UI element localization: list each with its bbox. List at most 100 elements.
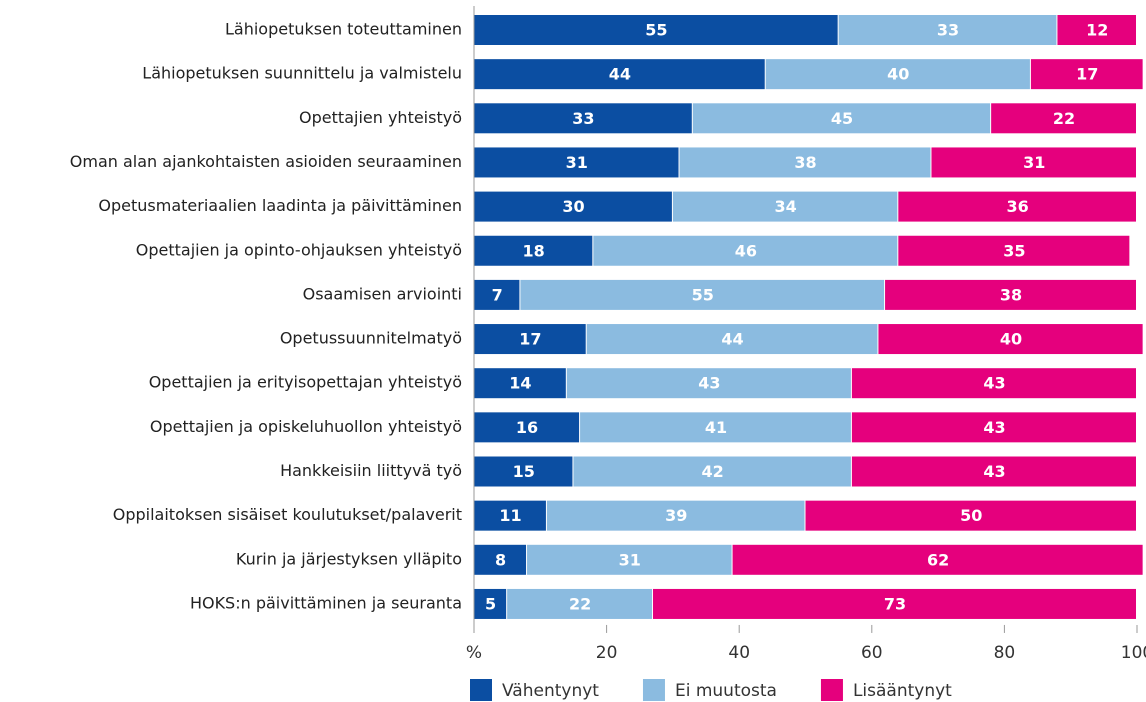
- bar-segment: [898, 235, 1130, 266]
- category-label: Opettajien ja opiskeluhuollon yhteistyö: [150, 417, 462, 436]
- bar-segment: [593, 235, 898, 266]
- category-label: Opetussuunnitelmatyö: [280, 329, 462, 348]
- value-label: 36: [1007, 197, 1029, 216]
- bar-segment: [474, 456, 573, 487]
- category-label: Opettajien ja erityisopettajan yhteistyö: [149, 373, 462, 392]
- bar-segment: [520, 279, 885, 310]
- bar-segment: [765, 59, 1030, 90]
- value-label: 22: [569, 594, 591, 613]
- x-tick-label: 40: [728, 643, 750, 663]
- value-label: 22: [1053, 109, 1075, 128]
- value-label: 33: [572, 109, 594, 128]
- bar-segment: [474, 147, 679, 178]
- legend-swatch: [470, 679, 492, 701]
- bar-segment: [474, 544, 527, 575]
- value-label: 12: [1086, 21, 1108, 40]
- value-label: 34: [774, 197, 796, 216]
- bar-segment: [805, 500, 1136, 531]
- value-label: 18: [523, 241, 545, 260]
- category-label: Opettajien ja opinto-ohjauksen yhteistyö: [136, 240, 462, 259]
- value-label: 31: [566, 153, 588, 172]
- category-label: HOKS:n päivittäminen ja seuranta: [190, 593, 462, 612]
- value-label: 16: [516, 418, 538, 437]
- x-tick-label: 100: [1121, 643, 1146, 663]
- bar-segment: [838, 15, 1057, 45]
- value-label: 39: [665, 506, 687, 525]
- category-label: Hankkeisiin liittyvä työ: [280, 461, 462, 480]
- bar-segment: [474, 235, 593, 266]
- bar-segment: [931, 147, 1136, 178]
- bar-segment: [1057, 15, 1136, 45]
- x-tick-label: 60: [861, 643, 883, 663]
- legend-label: Ei muutosta: [675, 681, 777, 701]
- value-label: 14: [509, 374, 531, 393]
- bar-segment: [474, 15, 838, 45]
- bar-segment: [546, 500, 805, 531]
- value-label: 44: [609, 65, 631, 84]
- value-label: 31: [619, 550, 641, 569]
- bar-segment: [732, 544, 1143, 575]
- category-label: Opetusmateriaalien laadinta ja päivittäm…: [98, 196, 462, 215]
- value-label: 38: [1000, 285, 1022, 304]
- value-label: 33: [937, 21, 959, 40]
- value-label: 30: [562, 197, 584, 216]
- bar-segment: [474, 368, 566, 399]
- category-label: Osaamisen arviointi: [303, 284, 462, 303]
- bar-segment: [851, 456, 1136, 487]
- value-label: 43: [983, 418, 1005, 437]
- legend-label: Lisääntynyt: [853, 681, 952, 701]
- value-label: 35: [1003, 241, 1025, 260]
- bar-segment: [580, 412, 851, 443]
- category-label: Lähiopetuksen toteuttaminen: [225, 20, 462, 39]
- value-label: 11: [499, 506, 521, 525]
- value-label: 17: [1076, 65, 1098, 84]
- legend-swatch: [820, 679, 843, 701]
- value-label: 40: [1000, 330, 1022, 349]
- x-tick-label: 80: [994, 643, 1016, 663]
- bar-segment: [991, 103, 1136, 134]
- x-tick-label: %: [466, 643, 482, 663]
- value-label: 43: [983, 462, 1005, 481]
- value-label: 73: [884, 594, 906, 613]
- value-label: 43: [698, 374, 720, 393]
- value-label: 50: [960, 506, 982, 525]
- value-label: 44: [721, 330, 743, 349]
- value-label: 38: [794, 153, 816, 172]
- value-label: 17: [519, 330, 541, 349]
- bar-segment: [573, 456, 851, 487]
- bar-segment: [1030, 59, 1143, 90]
- bar-segment: [653, 588, 1136, 619]
- legend-swatch: [642, 679, 665, 701]
- bar-segment: [679, 147, 931, 178]
- bar-segment: [898, 191, 1136, 222]
- value-label: 5: [485, 594, 496, 613]
- bar-segment: [878, 324, 1143, 355]
- category-label: Kurin ja järjestyksen ylläpito: [236, 549, 462, 568]
- bar-segment: [885, 279, 1136, 310]
- bar-segment: [474, 412, 580, 443]
- bar-segment: [474, 279, 520, 310]
- bar-segment: [474, 324, 586, 355]
- bar-segment: [474, 59, 765, 90]
- value-label: 40: [887, 65, 909, 84]
- bar-segment: [474, 191, 672, 222]
- category-label: Oppilaitoksen sisäiset koulutukset/palav…: [113, 505, 462, 524]
- value-label: 62: [927, 550, 949, 569]
- bar-segment: [474, 103, 692, 134]
- bar-segment: [566, 368, 851, 399]
- bar-segment: [692, 103, 991, 134]
- value-label: 55: [645, 21, 667, 40]
- value-label: 7: [492, 285, 503, 304]
- category-label: Opettajien yhteistyö: [299, 108, 462, 127]
- bar-segment: [527, 544, 732, 575]
- bar-segment: [474, 588, 507, 619]
- value-label: 43: [983, 374, 1005, 393]
- bar-segment: [474, 500, 546, 531]
- value-label: 41: [705, 418, 727, 437]
- legend-label: Vähentynyt: [502, 681, 599, 701]
- bar-segment: [851, 412, 1136, 443]
- value-label: 46: [735, 241, 757, 260]
- value-label: 8: [495, 550, 506, 569]
- category-label: Oman alan ajankohtaisten asioiden seuraa…: [70, 152, 462, 171]
